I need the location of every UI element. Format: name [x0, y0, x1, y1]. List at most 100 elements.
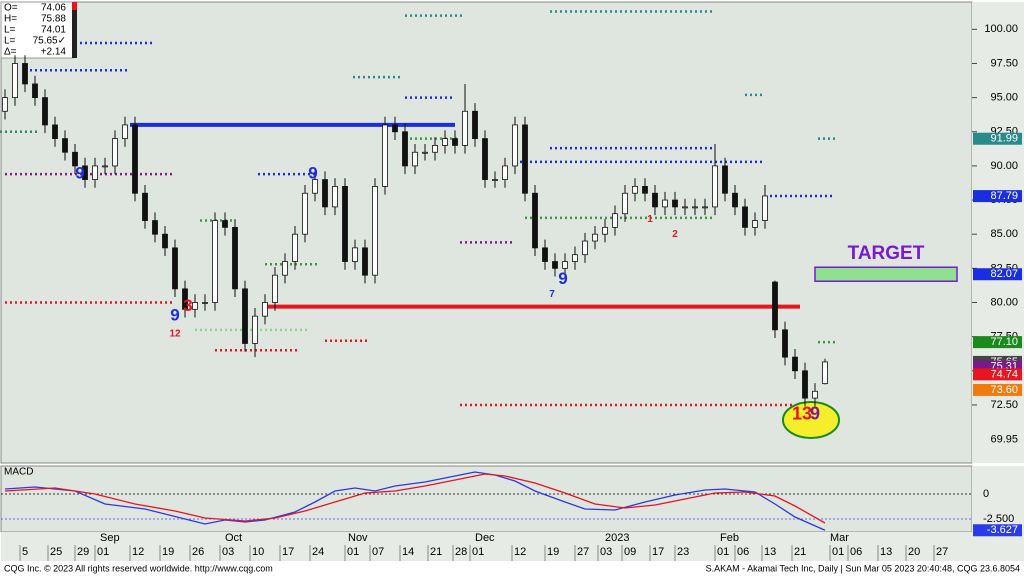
candle-body	[102, 165, 108, 168]
y-tick-label: 100.00	[984, 23, 1018, 35]
candle-body	[22, 63, 28, 85]
count-label: 2	[672, 229, 678, 240]
x-tick-label: 01	[832, 546, 844, 558]
x-tick-label: 03	[222, 546, 234, 558]
y-tick-label: 97.50	[990, 57, 1018, 69]
candle-body	[322, 179, 328, 208]
x-tick-label: 19	[162, 546, 174, 558]
price-tag-label: 82.07	[990, 268, 1018, 280]
x-tick-label: 25	[50, 546, 62, 558]
candle-body	[532, 192, 538, 249]
candle-body	[462, 110, 468, 146]
macd-tag-label: -3.627	[987, 524, 1018, 536]
candle-body	[732, 192, 738, 208]
candle-body	[642, 185, 648, 194]
x-tick-label: 27	[577, 546, 589, 558]
candle-body	[662, 199, 668, 208]
x-tick-label: 03	[600, 546, 612, 558]
candle-body	[482, 138, 488, 180]
x-tick-label: 06	[850, 546, 862, 558]
count-label: 9	[308, 164, 317, 183]
candle-body	[512, 124, 518, 167]
info-bar	[72, 2, 77, 58]
candle-body	[412, 151, 418, 167]
info-value: 75.65✓	[33, 36, 66, 47]
macd-axis	[972, 466, 1024, 532]
candle-body	[122, 124, 128, 139]
candle-body	[562, 261, 568, 269]
candle-body	[402, 131, 408, 167]
month-label: Mar	[830, 532, 849, 544]
candle-body	[222, 220, 228, 228]
y-tick-label: 85.00	[990, 228, 1018, 240]
info-bar-top	[72, 2, 77, 10]
price-tag	[973, 190, 1022, 203]
x-tick-label: 19	[547, 546, 559, 558]
candle-body	[282, 261, 288, 276]
month-label: 2023	[605, 532, 629, 544]
x-tick-label: 21	[430, 546, 442, 558]
candle-body	[232, 226, 238, 290]
candle-body	[752, 220, 758, 228]
count-label: 9	[75, 164, 84, 183]
candle-body	[162, 233, 168, 249]
candle-body	[12, 63, 18, 99]
candle-body	[72, 151, 78, 167]
candle-body	[422, 151, 428, 154]
y-tick-label: 80.00	[990, 296, 1018, 308]
x-tick-label: 13	[880, 546, 892, 558]
count-label: 7	[549, 289, 555, 300]
candle-body	[362, 247, 368, 276]
count-label: 9	[810, 403, 820, 423]
info-value: 74.06	[41, 3, 66, 14]
count-label: 12	[169, 329, 181, 340]
month-label: Sep	[100, 532, 120, 544]
candle-body	[652, 192, 658, 208]
price-tag	[973, 383, 1022, 396]
x-tick-label: 10	[252, 546, 264, 558]
candle-body	[262, 302, 268, 317]
footer-right: S.AKAM - Akamai Tech Inc, Daily | Sun Ma…	[706, 563, 1020, 573]
macd-panel	[0, 465, 973, 533]
candle-body	[372, 185, 378, 276]
price-tag-label: 74.74	[990, 368, 1018, 380]
macd-tick-label: -2.500	[983, 513, 1014, 525]
candle-body	[502, 165, 508, 180]
count-label: 1	[647, 214, 653, 225]
info-label: Δ=	[4, 47, 17, 58]
candle-body	[672, 199, 678, 208]
x-tick-label: 06	[737, 546, 749, 558]
candle-body	[522, 124, 528, 194]
x-tick-label: 07	[372, 546, 384, 558]
candle-body	[772, 281, 778, 331]
x-tick-label: 12	[132, 546, 144, 558]
macd-tag	[973, 524, 1022, 537]
candle-body	[572, 254, 578, 262]
candle-body	[812, 390, 818, 399]
x-tick-label: 14	[402, 546, 414, 558]
month-label: Feb	[720, 532, 739, 544]
x-tick-label: 17	[282, 546, 294, 558]
info-label: L=	[4, 36, 16, 47]
x-tick-label: 28	[455, 546, 467, 558]
candle-body	[552, 261, 558, 269]
macd-tick-label: 0	[983, 488, 989, 500]
target-label: TARGET	[848, 243, 925, 264]
x-tick-label: 12	[514, 546, 526, 558]
candle-body	[592, 233, 598, 242]
candle-body	[172, 247, 178, 290]
price-tag-label: 73.60	[990, 384, 1018, 396]
candle-body	[192, 302, 198, 310]
price-tag-label: 91.99	[990, 133, 1018, 145]
price-tag-label: 77.10	[990, 336, 1018, 348]
candle-body	[682, 206, 688, 209]
month-label: Nov	[348, 532, 368, 544]
x-tick-label: 20	[908, 546, 920, 558]
candle-body	[82, 165, 88, 180]
candle-body	[792, 356, 798, 372]
info-label: O=	[4, 3, 18, 14]
x-tick-label: 29	[77, 546, 89, 558]
x-tick-label: 21	[794, 546, 806, 558]
candle-body	[622, 192, 628, 215]
